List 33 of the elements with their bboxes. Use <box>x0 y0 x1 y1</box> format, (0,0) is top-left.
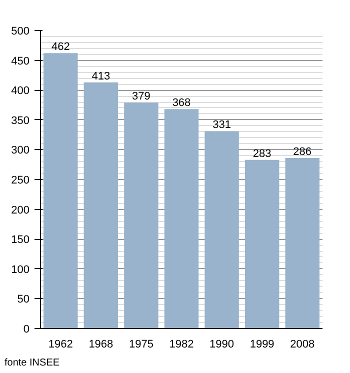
y-tick-label: 400 <box>11 85 30 98</box>
source-note: fonte INSEE <box>4 358 60 368</box>
y-tick-label: 350 <box>11 114 30 127</box>
data-label: 331 <box>212 119 231 132</box>
x-tick-label: 1968 <box>88 338 114 350</box>
x-tick-label: 1990 <box>210 338 234 350</box>
y-tick-label: 200 <box>11 204 30 216</box>
y-tick-label: 450 <box>11 55 30 68</box>
data-label: 286 <box>293 146 312 158</box>
x-tick-label: 2008 <box>290 338 315 350</box>
bar <box>44 53 78 328</box>
data-label: 462 <box>51 41 70 54</box>
y-tick-label: 250 <box>11 174 30 186</box>
data-label: 283 <box>252 148 272 160</box>
y-tick-label: 100 <box>11 264 30 276</box>
y-tick-label: 0 <box>23 324 30 336</box>
y-tick-label: 500 <box>11 26 30 38</box>
data-label: 413 <box>92 70 110 82</box>
bar <box>204 131 239 328</box>
x-tick-label: 1962 <box>48 338 73 350</box>
x-tick-label: 1982 <box>169 338 194 350</box>
bar <box>124 102 158 328</box>
data-label: 379 <box>132 90 150 103</box>
x-tick-label: 1999 <box>250 338 274 350</box>
bar <box>285 158 320 328</box>
x-tick-label: 1975 <box>128 338 154 350</box>
bar <box>244 160 280 328</box>
y-tick-label: 150 <box>11 234 30 246</box>
y-tick-label: 50 <box>17 294 30 306</box>
bar <box>84 82 118 328</box>
y-tick-label: 300 <box>11 144 30 157</box>
bar <box>164 109 199 328</box>
data-label: 368 <box>172 97 191 110</box>
